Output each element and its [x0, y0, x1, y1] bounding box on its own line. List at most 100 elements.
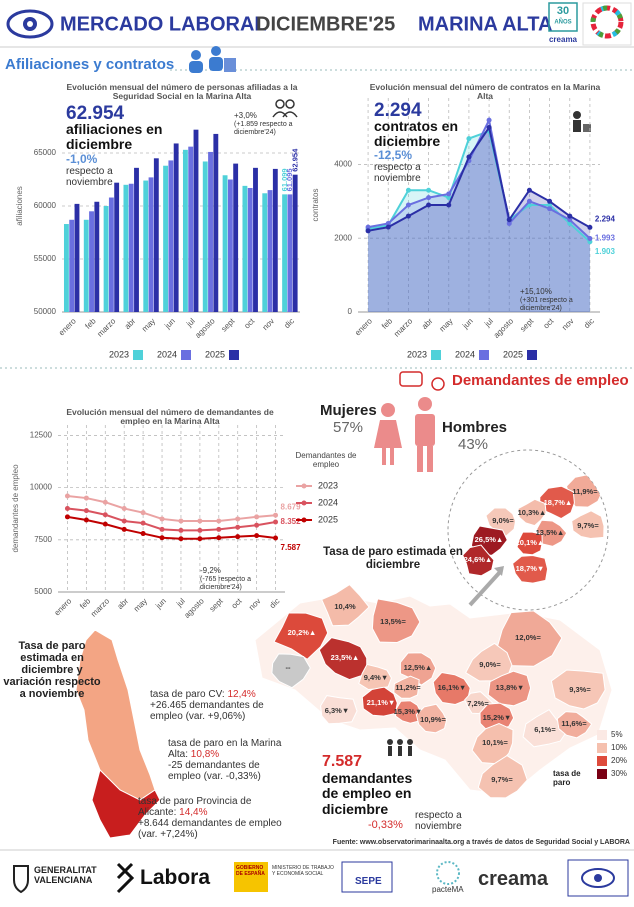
x-tick-label: feb [83, 316, 98, 331]
marker [121, 518, 127, 524]
map-region [273, 612, 329, 660]
y-tick-label: 12500 [30, 431, 53, 440]
x-tick-label: jul [184, 316, 197, 329]
marker [526, 187, 532, 193]
y-tick-label: 55000 [34, 254, 57, 263]
bar [114, 182, 120, 312]
legend-label: 2024 [455, 349, 475, 359]
legend-label: 10% [611, 743, 627, 752]
marker [405, 202, 411, 208]
x-tick-label: marzo [89, 596, 111, 618]
rate-value: 14,4% [179, 807, 208, 818]
rate-value: 10,8% [190, 749, 220, 760]
value-label: 61.099 [280, 168, 289, 191]
legend-label: 2023 [109, 349, 129, 359]
x-tick-label: dic [282, 317, 296, 331]
x-tick-label: nov [247, 597, 262, 612]
line [367, 125, 591, 232]
legend-swatch [527, 350, 537, 360]
annual-note: (+1.859 respecto a diciembre'24) [234, 121, 293, 136]
marker [140, 520, 146, 526]
legend-label: 2024 [157, 349, 177, 359]
inset-arrow-head [494, 566, 504, 576]
map-regions: 10,4% 13,5%= 20,2%▲ 23,5%▲ -- 12,0%= 9,0%= 12,5… [271, 583, 606, 799]
map-region [571, 510, 605, 540]
marker [486, 117, 492, 123]
map-region [415, 703, 448, 734]
map-region [556, 711, 593, 739]
queue-icon [387, 739, 413, 756]
map-label: 15,3%▼ [394, 707, 423, 716]
men-icon [415, 397, 435, 472]
map-label: 11,6%= [561, 719, 587, 728]
marker [385, 224, 391, 230]
marker [102, 521, 108, 527]
y-axis-label: afiliaciones [15, 186, 24, 226]
rate-label: tasa de paro Provincia de Alicante: [138, 796, 252, 818]
annual-note: (-765 respecto a diciembre'24) [200, 576, 251, 591]
legend-swatch [431, 350, 441, 360]
marker [178, 536, 184, 542]
chart: demandantes de empleo 5000 7500 10000 12500 e… [11, 425, 338, 620]
bar [89, 211, 94, 312]
map-label: 13,8%▼ [496, 683, 525, 692]
legend-label: 2023 [407, 349, 427, 359]
women-icon [374, 403, 402, 465]
demand-icon [399, 371, 445, 391]
bar [188, 146, 194, 312]
eye-logo-small [581, 868, 615, 888]
bar [123, 184, 129, 312]
y-tick-label: 7500 [34, 535, 52, 544]
x-tick-label: may [132, 597, 149, 614]
x-tick-label: enero [353, 316, 374, 337]
badge-brand: creama [549, 35, 578, 44]
map-label: 9,3%= [569, 685, 591, 694]
bar [148, 177, 154, 312]
area [368, 120, 590, 312]
map-label: 12,5%▲ [404, 663, 433, 672]
chart-title: Evolución mensual del número de personas… [66, 82, 298, 102]
map-label: 9,7%= [491, 775, 513, 784]
marker [547, 206, 553, 212]
map-region [512, 554, 549, 584]
bar [134, 167, 139, 312]
x-tick-label: feb [78, 596, 93, 611]
women-label: Mujeres [320, 402, 377, 419]
bar [128, 183, 134, 312]
legend-swatch [229, 350, 239, 360]
spain-flag [234, 862, 268, 892]
badge-frame [548, 2, 578, 32]
annual-note: (+301 respecto a diciembre'24) [520, 297, 573, 312]
marker [178, 527, 184, 533]
area [368, 127, 590, 312]
marker [178, 518, 184, 524]
legend-swatch [181, 350, 191, 360]
badge-sub: AÑOS [554, 19, 571, 26]
x-tick-label: may [140, 317, 157, 334]
map-label: 6,1%= [534, 725, 556, 734]
legend-label: 2025 [503, 349, 523, 359]
value-label: 2.294 [595, 214, 616, 223]
bar [182, 149, 188, 312]
source: Fuente: www.observatorimarinaalta.org a … [332, 839, 630, 846]
value-label: 62.954 [290, 148, 299, 172]
marker [197, 518, 203, 524]
section-title: Demandantes de empleo [452, 372, 629, 389]
bar [227, 179, 233, 312]
marker [83, 517, 89, 523]
bar [74, 203, 80, 312]
map-label: -- [286, 663, 291, 672]
bar [173, 143, 179, 312]
x-tick-label: marzo [392, 316, 414, 338]
map-label: 21,1%▼ [367, 698, 396, 707]
map-region [371, 598, 421, 644]
marker [547, 202, 553, 208]
x-tick-label: sept [518, 316, 536, 334]
map-label: 20,1%▲ [516, 538, 545, 547]
x-tick-label: abr [420, 316, 435, 331]
y-tick-label: 50000 [34, 307, 57, 316]
map-label: 10,1%= [482, 738, 508, 747]
marker [197, 527, 203, 533]
